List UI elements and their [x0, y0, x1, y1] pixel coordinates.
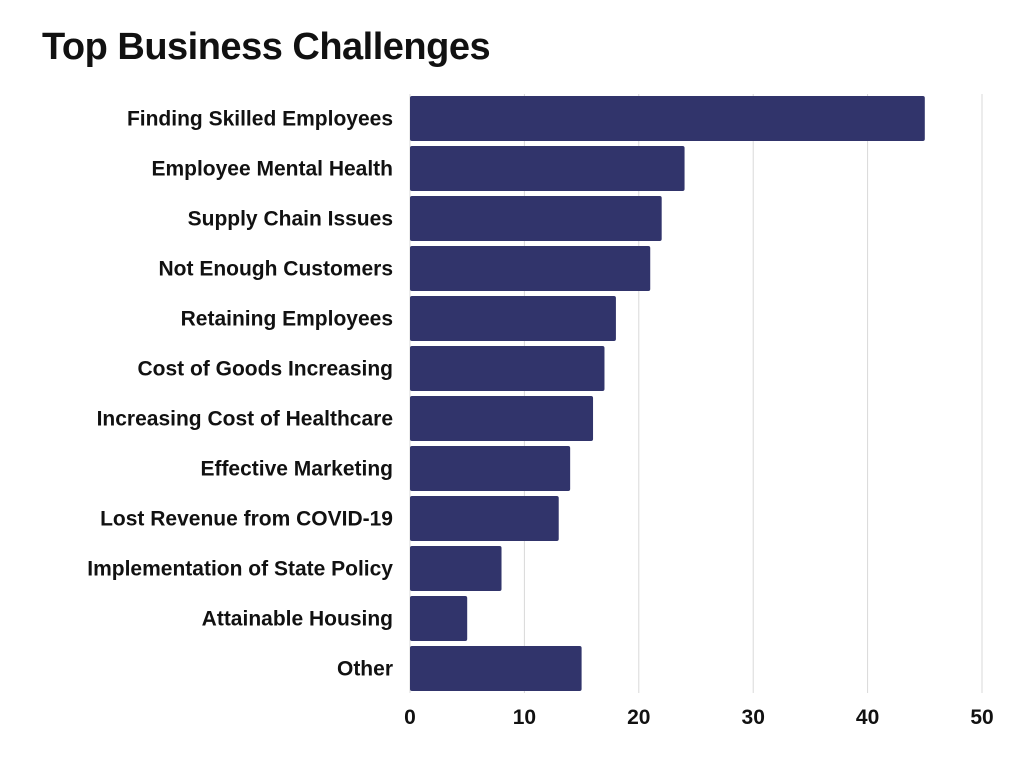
- x-tick-label: 30: [742, 706, 765, 729]
- bar: [410, 446, 571, 491]
- bar: [410, 496, 559, 541]
- chart-title: Top Business Challenges: [42, 26, 491, 68]
- category-label: Supply Chain Issues: [188, 208, 393, 231]
- bar: [410, 296, 616, 341]
- bar: [410, 596, 468, 641]
- category-label: Attainable Housing: [202, 608, 393, 631]
- x-tick-label: 50: [970, 706, 993, 729]
- category-labels: Finding Skilled Employees Employee Mental…: [87, 108, 393, 681]
- bar: [410, 646, 582, 691]
- category-label: Not Enough Customers: [159, 258, 394, 281]
- bar: [410, 96, 925, 141]
- bars: [410, 96, 925, 691]
- x-tick-label: 40: [856, 706, 879, 729]
- bar: [410, 546, 502, 591]
- category-label: Lost Revenue from COVID-19: [100, 508, 393, 531]
- x-tick-label: 0: [404, 706, 416, 729]
- x-axis-ticks: 0 10 20 30 40 50: [404, 706, 994, 729]
- x-tick-label: 10: [513, 706, 536, 729]
- x-tick-label: 20: [627, 706, 650, 729]
- bar: [410, 396, 594, 441]
- category-label: Retaining Employees: [181, 308, 393, 331]
- category-label: Implementation of State Policy: [87, 558, 393, 581]
- category-label: Finding Skilled Employees: [127, 108, 393, 131]
- bar: [410, 346, 605, 391]
- category-label: Other: [337, 658, 393, 681]
- category-label: Cost of Goods Increasing: [137, 358, 393, 381]
- category-label: Increasing Cost of Healthcare: [97, 408, 393, 431]
- bar: [410, 246, 651, 291]
- gridlines: [409, 94, 983, 693]
- category-label: Employee Mental Health: [151, 158, 393, 181]
- bar: [410, 146, 685, 191]
- category-label: Effective Marketing: [200, 458, 393, 481]
- bar: [410, 196, 662, 241]
